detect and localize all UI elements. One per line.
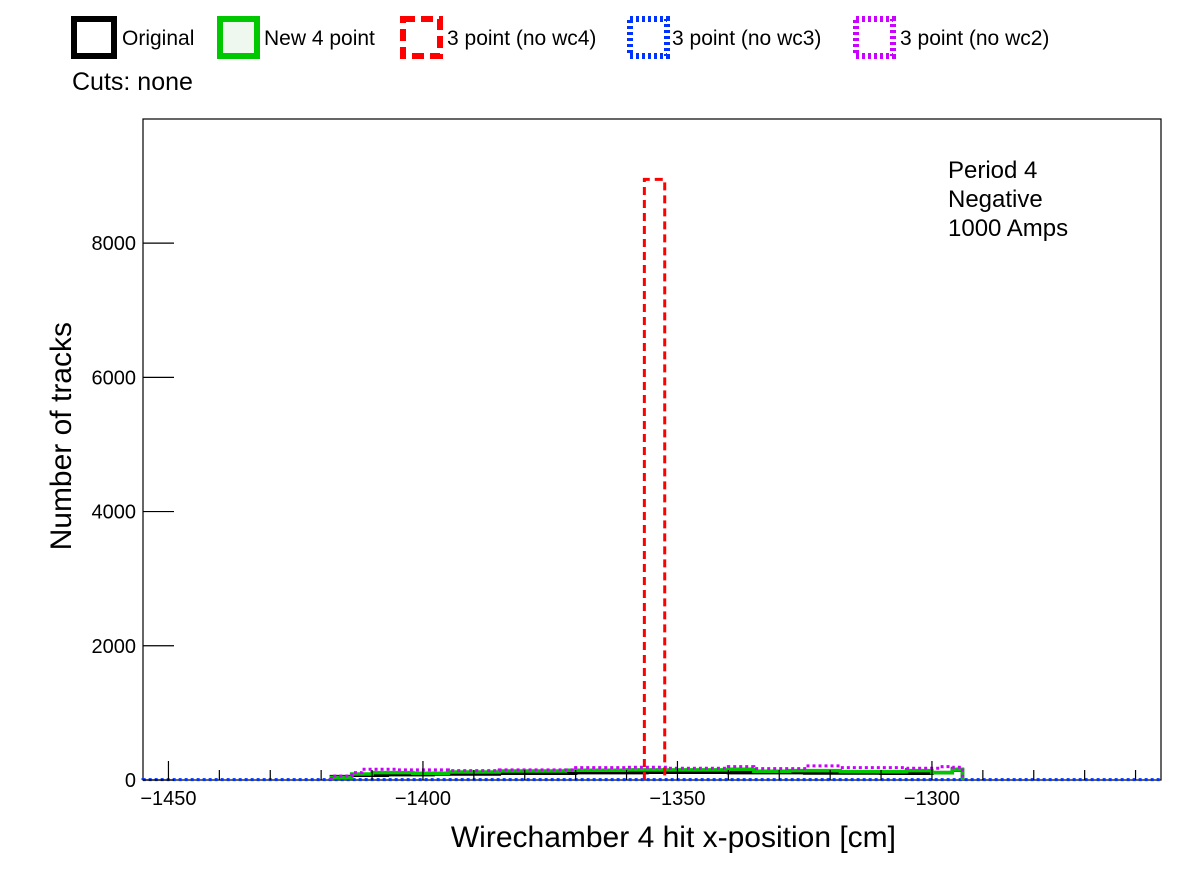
y-axis-title: Number of tracks xyxy=(45,322,78,550)
cuts-label: Cuts: none xyxy=(72,68,193,96)
axis-ticks: −1450 −1400 −1350 −1300 0 2000 4000 6000 8000 xyxy=(92,233,1137,810)
legend-swatch-no-wc3 xyxy=(627,16,670,59)
legend-entry-no-wc2: 3 point (no wc2) xyxy=(853,16,1049,59)
x-tick-label: −1300 xyxy=(904,788,960,810)
x-axis-title: Wirechamber 4 hit x-position [cm] xyxy=(451,821,896,854)
legend-label-new-4-point: New 4 point xyxy=(264,27,375,50)
annotation-polarity: Negative xyxy=(948,186,1043,213)
annotation-period: Period 4 xyxy=(948,157,1037,184)
series-3-point-no-wc2 xyxy=(329,764,964,780)
series-3-point-no-wc4 xyxy=(642,177,667,780)
x-tick-label: −1350 xyxy=(649,788,705,810)
legend-entry-original: Original xyxy=(71,16,194,59)
y-tick-label: 8000 xyxy=(92,233,137,255)
y-tick-label: 0 xyxy=(125,770,136,792)
annotation-current: 1000 Amps xyxy=(948,215,1068,242)
legend-swatch-original xyxy=(71,16,117,59)
legend-label-original: Original xyxy=(122,27,194,50)
x-tick-label: −1400 xyxy=(395,788,451,810)
histogram-line-3-point-no-wc4 xyxy=(642,177,667,780)
y-tick-label: 2000 xyxy=(92,636,137,658)
legend-entry-no-wc4: 3 point (no wc4) xyxy=(400,16,596,59)
y-tick-label: 4000 xyxy=(92,502,137,524)
legend-swatch-no-wc4 xyxy=(400,16,443,59)
plot-frame xyxy=(142,118,1162,781)
legend-label-no-wc4: 3 point (no wc4) xyxy=(447,27,596,50)
legend-entry-no-wc3: 3 point (no wc3) xyxy=(627,16,821,59)
legend-label-no-wc2: 3 point (no wc2) xyxy=(900,27,1049,50)
y-tick-label: 6000 xyxy=(92,367,137,389)
legend: Original New 4 point 3 point (no wc4) 3 … xyxy=(71,16,1049,59)
legend-label-no-wc3: 3 point (no wc3) xyxy=(672,27,821,50)
legend-swatch-new-4-point xyxy=(217,16,260,59)
histogram-series xyxy=(141,177,1163,782)
x-tick-label: −1450 xyxy=(140,788,196,810)
legend-entry-new-4-point: New 4 point xyxy=(217,16,375,59)
legend-swatch-no-wc2 xyxy=(853,16,896,59)
run-annotation: Period 4 Negative 1000 Amps xyxy=(948,157,1068,242)
histogram-line-3-point-no-wc2 xyxy=(329,764,964,780)
